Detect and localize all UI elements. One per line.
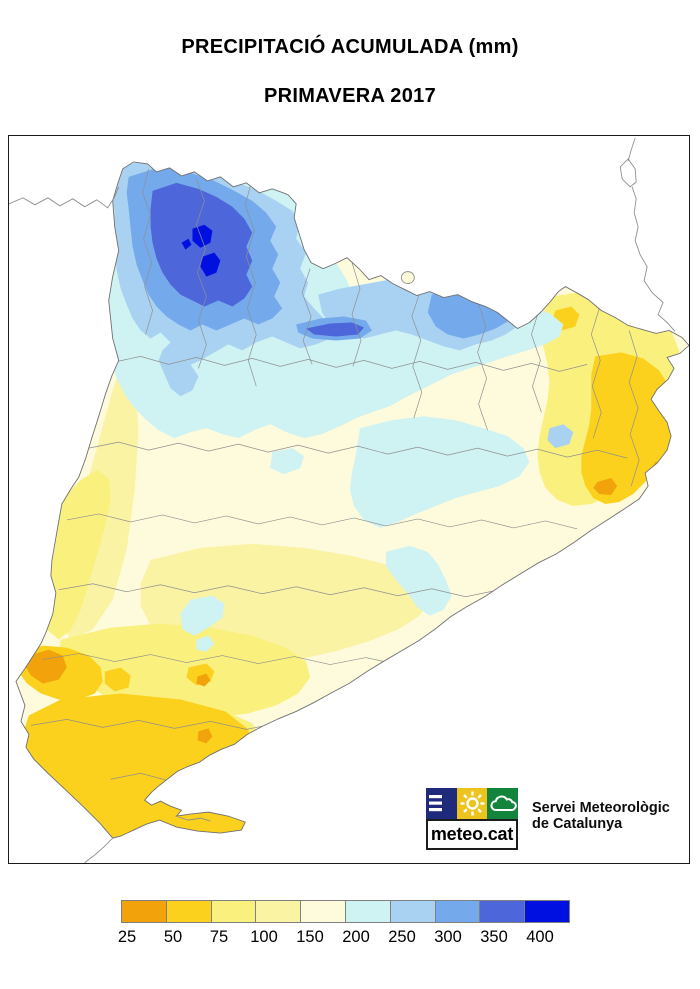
legend-label-200: 200 bbox=[342, 928, 370, 946]
precip-region-200 bbox=[349, 416, 530, 528]
legend-swatch-350 bbox=[479, 900, 526, 923]
precip-region-25 bbox=[593, 478, 618, 496]
precip-region-75 bbox=[44, 470, 111, 640]
legend-swatch-250 bbox=[389, 900, 436, 923]
comarca-boundary-line bbox=[112, 356, 588, 372]
comarca-boundary-line bbox=[196, 178, 207, 369]
comarca-boundary-line bbox=[42, 653, 402, 666]
legend-swatch-25 bbox=[121, 900, 167, 923]
french-coastline bbox=[631, 186, 676, 332]
comarca-boundary-line bbox=[628, 330, 640, 487]
llivia-enclave bbox=[400, 271, 415, 285]
menu-bars-icon bbox=[426, 788, 457, 819]
valencia-coastline bbox=[84, 837, 114, 863]
cloud-icon bbox=[487, 788, 518, 819]
precip-region-200 bbox=[180, 595, 225, 636]
sun-icon bbox=[456, 788, 488, 819]
logo-icon-row bbox=[426, 788, 518, 819]
legend-label-75: 75 bbox=[209, 928, 229, 946]
comarca-boundary-line bbox=[411, 292, 423, 419]
comarca-boundary-line bbox=[477, 300, 488, 431]
precip-region-200 bbox=[196, 635, 215, 652]
map-frame bbox=[8, 135, 690, 864]
neighbour-lines bbox=[9, 137, 676, 863]
precip-region-200 bbox=[270, 448, 305, 475]
zone-400mm bbox=[181, 224, 221, 277]
legend-swatch-100 bbox=[255, 900, 302, 923]
catalonia-outline bbox=[15, 161, 689, 839]
comarca-boundary-line bbox=[142, 168, 153, 335]
legend-label-row: 25 50 75 100 150 200 250 300 350 400 bbox=[117, 928, 581, 950]
comarca-boundary-line bbox=[88, 441, 628, 459]
legend-swatch-300 bbox=[434, 900, 481, 923]
legend-swatch-75 bbox=[210, 900, 257, 923]
legend-swatch-150 bbox=[300, 900, 346, 923]
precip-region-250 bbox=[547, 424, 574, 449]
legend-swatch-200 bbox=[344, 900, 391, 923]
precip-region-350 bbox=[306, 322, 364, 337]
precip-region-200 bbox=[385, 545, 452, 616]
meteocat-logo-block: meteo.cat Servei Meteorològic de Catalun… bbox=[426, 788, 670, 850]
comarca-boundary-line bbox=[66, 513, 578, 530]
legend-swatch-50 bbox=[165, 900, 212, 923]
precip-region-250 bbox=[158, 350, 199, 397]
legend-label-250: 250 bbox=[388, 928, 416, 946]
comarca-boundary-line bbox=[58, 583, 500, 598]
precip-region-25 bbox=[196, 673, 211, 687]
precip-region-400 bbox=[181, 238, 192, 250]
comarca-boundary-line bbox=[244, 178, 257, 387]
precipitation-legend: 25 50 75 100 150 200 250 300 350 400 bbox=[117, 900, 581, 950]
legend-label-350: 350 bbox=[480, 928, 508, 946]
organization-name-line2: de Catalunya bbox=[532, 816, 623, 832]
comarca-boundary-line bbox=[301, 268, 313, 365]
legend-label-50: 50 bbox=[163, 928, 183, 946]
legend-swatch-row bbox=[121, 900, 581, 923]
comarca-boundary-line bbox=[351, 262, 362, 367]
legend-label-400: 400 bbox=[526, 928, 554, 946]
comarca-boundary-line bbox=[590, 308, 602, 439]
organization-name: Servei Meteorològic de Catalunya bbox=[532, 800, 670, 832]
precip-region-400 bbox=[192, 224, 213, 248]
comarca-boundary-line bbox=[30, 719, 283, 730]
france-aragon-border-line bbox=[9, 186, 120, 209]
page-subtitle: PRIMAVERA 2017 bbox=[263, 85, 437, 107]
precip-region-50 bbox=[104, 667, 131, 692]
coastal-lagoon bbox=[619, 158, 637, 188]
legend-label-25: 25 bbox=[117, 928, 137, 946]
comarca-boundary-line bbox=[531, 308, 542, 413]
precip-region-25 bbox=[197, 728, 213, 744]
delta-inner-bay-line bbox=[178, 816, 211, 822]
french-coastline bbox=[627, 137, 636, 162]
meteocat-logo: meteo.cat bbox=[426, 788, 518, 850]
page-title: PRECIPITACIÓ ACUMULADA (mm) bbox=[181, 36, 519, 58]
meteocat-wordmark: meteo.cat bbox=[426, 819, 518, 850]
catalonia-precipitation-map bbox=[9, 136, 689, 863]
organization-name-line1: Servei Meteorològic bbox=[532, 800, 670, 816]
legend-label-300: 300 bbox=[434, 928, 462, 946]
comarca-boundaries bbox=[30, 168, 640, 783]
legend-label-100: 100 bbox=[250, 928, 278, 946]
legend-swatch-400 bbox=[524, 900, 570, 923]
legend-label-150: 150 bbox=[296, 928, 324, 946]
precip-region-25 bbox=[24, 649, 67, 684]
precip-region-400 bbox=[200, 252, 221, 277]
